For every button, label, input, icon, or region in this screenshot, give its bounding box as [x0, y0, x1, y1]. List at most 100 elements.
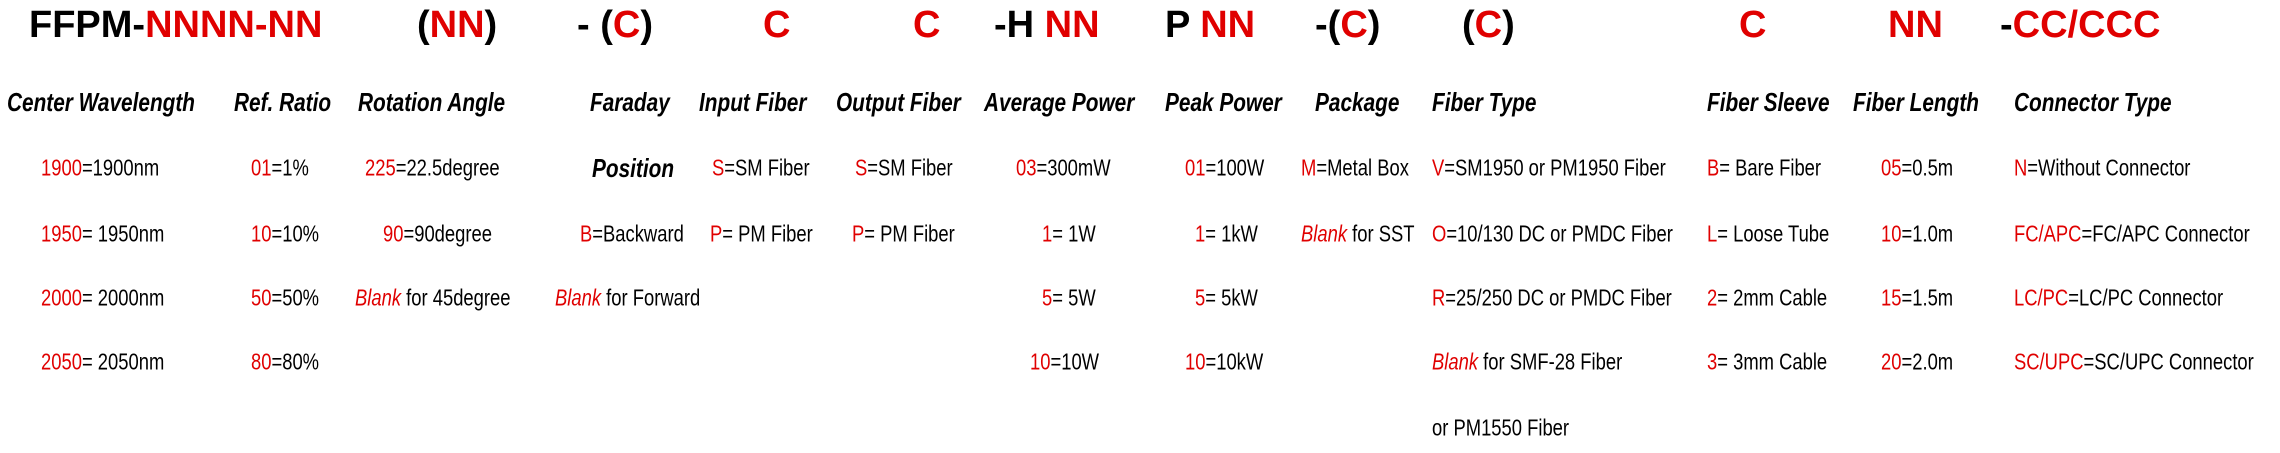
code-segment: P NN [1165, 6, 1255, 44]
option-code: O [1432, 220, 1447, 247]
option-code: 50 [251, 284, 272, 311]
column-title-text: Peak Power [1165, 87, 1282, 117]
option-description: =2.0m [1901, 348, 1954, 375]
option-code: 2 [1707, 284, 1718, 311]
code-part: NN [1044, 4, 1100, 46]
column-title: Average Power [984, 89, 1134, 115]
code-part: C [1474, 4, 1503, 46]
option-description: = 2050nm [81, 348, 165, 375]
option-description: = 5kW [1205, 284, 1258, 311]
option-entry: 05=0.5m [1881, 154, 1954, 181]
option-entry: 5= 5W [1042, 284, 1096, 311]
column-title: Center Wavelength [7, 89, 195, 115]
option-entry: SC/UPC=SC/UPC Connector [2014, 348, 2254, 375]
option-description: =10% [271, 220, 320, 247]
code-part: ) [1502, 4, 1515, 46]
option-code: B [1707, 154, 1720, 181]
option-description: =100W [1205, 154, 1265, 181]
column-title: Fiber Type [1432, 89, 1536, 115]
option-code: 1 [1042, 220, 1053, 247]
option-entry: Blank for SMF-28 Fiber [1432, 348, 1622, 375]
column-title: Fiber Length [1853, 89, 1979, 115]
option-entry: 225=22.5degree [365, 156, 500, 180]
column-title-text: Fiber Sleeve [1707, 87, 1830, 117]
column-title: Peak Power [1165, 89, 1282, 115]
option-entry: 10=10W [1030, 348, 1099, 375]
option-code: Blank [1432, 348, 1479, 375]
column-title-text: Faraday [590, 87, 670, 117]
column-title: Rotation Angle [358, 89, 505, 115]
option-code: 80 [251, 348, 272, 375]
option-entry: 01=100W [1185, 154, 1265, 181]
option-code: LC/PC [2014, 284, 2069, 311]
option-entry: 2= 2mm Cable [1707, 284, 1828, 311]
option-code: 1900 [41, 154, 82, 181]
option-description: = Bare Fiber [1719, 154, 1822, 181]
column-title-text: Center Wavelength [7, 87, 196, 117]
option-entry: FC/APC=FC/APC Connector [2014, 222, 2250, 246]
option-entry: Blank for Forward [555, 284, 701, 311]
option-description: =Without Connector [2027, 154, 2191, 181]
option-code: 10 [251, 220, 272, 247]
option-code: 5 [1042, 284, 1053, 311]
column-subtitle: Position [592, 155, 674, 181]
option-entry: 1900=1900nm [41, 154, 160, 181]
code-part: NN [1200, 4, 1256, 46]
option-description: or PM1550 Fiber [1432, 414, 1570, 441]
option-code: S [712, 154, 725, 181]
option-entry: P= PM Fiber [710, 222, 813, 246]
code-part: NN [429, 4, 485, 46]
column-title-text: Rotation Angle [358, 87, 506, 117]
option-entry: N=Without Connector [2014, 154, 2191, 181]
option-entry: 50=50% [251, 284, 319, 311]
code-segment: -(C) [1315, 6, 1380, 44]
column-title-text: Fiber Length [1853, 87, 1979, 117]
column-title: Ref. Ratio [234, 89, 331, 115]
code-segment: C [913, 6, 940, 44]
option-description: =1900nm [81, 154, 160, 181]
option-entry: 2000= 2000nm [41, 286, 164, 310]
code-part: ( [1462, 4, 1475, 46]
option-code: 5 [1195, 284, 1206, 311]
option-description: = 2mm Cable [1717, 284, 1828, 311]
column-subtitle-text: Position [592, 153, 675, 183]
option-entry: 01=1% [251, 154, 309, 181]
option-description: =Backward [592, 220, 684, 247]
option-entry: 1= 1kW [1195, 220, 1258, 247]
code-segment: C [1739, 6, 1766, 44]
option-description: = 1W [1052, 220, 1096, 247]
option-code: SC/UPC [2014, 348, 2084, 375]
code-part: NNNN-NN [145, 4, 323, 46]
code-segment: -CC/CCC [2000, 6, 2160, 44]
option-description: = 5W [1052, 284, 1096, 311]
option-entry: 10=10% [251, 220, 320, 247]
option-description: = 1kW [1205, 220, 1258, 247]
option-entry: 03=300mW [1016, 156, 1111, 180]
option-code: 01 [251, 154, 272, 181]
option-entry: Blank for 45degree [355, 286, 511, 310]
option-entry: S=SM Fiber [712, 154, 810, 181]
option-code: 90 [383, 220, 404, 247]
option-entry: B=Backward [580, 220, 684, 247]
option-description: for Forward [601, 284, 701, 311]
code-part: NN [1888, 4, 1943, 46]
option-entry: O=10/130 DC or PMDC Fiber [1432, 220, 1673, 247]
code-part: - [2000, 4, 2013, 46]
option-entry: M=Metal Box [1301, 156, 1409, 180]
code-segment: -H NN [994, 6, 1100, 44]
option-description: =0.5m [1901, 154, 1954, 181]
column-title-text: Output Fiber [836, 87, 961, 117]
option-description: =SM Fiber [867, 154, 953, 181]
option-entry: Blank for SST [1301, 222, 1415, 246]
code-part: ( [417, 4, 430, 46]
option-entry: 90=90degree [383, 220, 492, 247]
option-entry: P= PM Fiber [852, 222, 955, 246]
code-part: -( [1315, 4, 1341, 46]
option-description: = 1950nm [81, 220, 165, 247]
option-code: 01 [1185, 154, 1206, 181]
code-segment: - (C) [577, 6, 653, 44]
option-code: 10 [1030, 348, 1051, 375]
code-segment: FFPM-NNNN-NN [29, 6, 322, 44]
option-description: =1.0m [1901, 220, 1954, 247]
